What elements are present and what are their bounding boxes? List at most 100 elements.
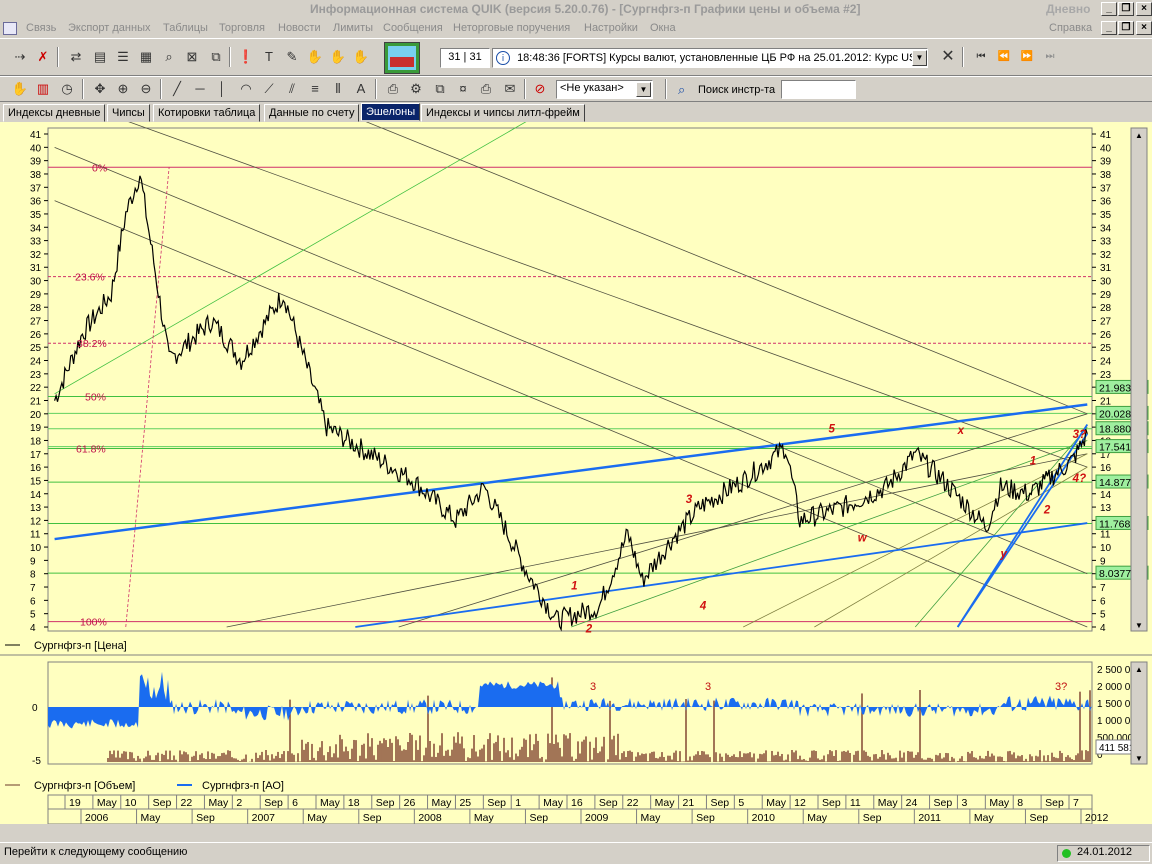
menu-messages[interactable]: Сообщения — [383, 22, 443, 34]
last-message-icon[interactable]: ⏭ — [1045, 51, 1055, 62]
search-input[interactable] — [781, 80, 856, 99]
y-tick-right: 36 — [1100, 197, 1112, 208]
chart-icon[interactable]: ▥ — [36, 81, 50, 96]
menu-trading[interactable]: Торговля — [219, 22, 265, 34]
volume-scrollbar[interactable] — [1130, 661, 1148, 765]
print-icon[interactable]: ⎙ — [480, 81, 492, 96]
close-button[interactable]: × — [1136, 2, 1152, 16]
prev-message-icon[interactable]: ⏪ — [997, 51, 1011, 62]
y-tick-left: 17 — [30, 450, 42, 461]
tab-echelons[interactable]: Эшелоны — [361, 103, 421, 121]
first-message-icon[interactable]: ⏮ — [976, 51, 986, 62]
mdi-restore-button[interactable]: ❐ — [1118, 21, 1134, 35]
edit-icon[interactable]: ✎ — [286, 49, 298, 64]
price-scrollbar[interactable] — [1130, 127, 1148, 632]
trend-line — [814, 466, 1088, 628]
print-chart-icon[interactable]: ⎙ — [387, 81, 399, 96]
menu-export[interactable]: Экспорт данных — [68, 22, 151, 34]
y-tick-left: 28 — [30, 303, 42, 314]
channel-icon[interactable]: ⫽ — [289, 81, 295, 96]
fib-label: 38.2% — [77, 338, 107, 350]
zoom-out-icon[interactable]: ⊖ — [140, 81, 152, 96]
menu-news[interactable]: Новости — [278, 22, 321, 34]
tab-chips[interactable]: Чипсы — [107, 104, 150, 122]
disconnect-icon[interactable]: ✗ — [37, 49, 49, 64]
delete-table-icon[interactable]: ⊠ — [186, 49, 198, 64]
money-icon[interactable]: ¤ — [459, 81, 467, 96]
y-tick-right: 32 — [1100, 250, 1112, 261]
close-news-icon[interactable]: ✕ — [941, 48, 955, 65]
order-entry-icon[interactable]: ⇄ — [70, 49, 82, 64]
clock-icon[interactable]: ◷ — [61, 81, 73, 96]
price-volume-chart[interactable]: 4567891011121314151617181920212223242526… — [0, 93, 1152, 825]
filter-icon[interactable]: ⊘ — [534, 81, 546, 96]
class-select-dropdown[interactable]: ▼ — [636, 82, 651, 97]
horizontal-line-icon[interactable]: ─ — [195, 81, 205, 96]
search-table-icon[interactable]: ⌕ — [165, 49, 173, 64]
mdi-minimize-button[interactable]: _ — [1101, 21, 1117, 35]
y-tick-right: 6 — [1100, 596, 1106, 607]
time-zones-icon[interactable]: ⦀ — [335, 81, 341, 96]
volume-scroll-up-icon[interactable]: ▲ — [1135, 665, 1143, 674]
tab-indexes-little-frame[interactable]: Индексы и чипсы литл-фрейм — [421, 104, 585, 122]
connect-icon[interactable]: ⇢ — [14, 49, 26, 64]
app-icon[interactable] — [3, 22, 17, 35]
tab-account-data[interactable]: Данные по счету — [264, 104, 360, 122]
trend-line — [54, 120, 529, 395]
tab-quotes-table[interactable]: Котировки таблица — [153, 104, 261, 122]
chart-settings-icon[interactable]: ⚙ — [410, 81, 422, 96]
minimize-button[interactable]: _ — [1101, 2, 1117, 16]
menu-limits[interactable]: Лимиты — [333, 22, 374, 34]
trend-line-icon[interactable]: ╱ — [173, 81, 181, 96]
cursor-hand-icon[interactable]: ✋ — [11, 81, 29, 96]
y-tick-left: 16 — [30, 463, 42, 474]
mdi-close-button[interactable]: × — [1136, 21, 1152, 35]
fan-icon[interactable]: ⟋ — [264, 81, 274, 96]
menu-windows[interactable]: Окна — [650, 22, 676, 34]
wave-label: 4 — [699, 601, 707, 613]
y-tick-left: 34 — [30, 223, 42, 234]
news-dropdown-button[interactable]: ▼ — [912, 50, 927, 66]
menu-connection[interactable]: Связь — [26, 22, 57, 34]
level-label: 8.03777 — [1099, 568, 1137, 580]
copy-icon[interactable]: ⧉ — [435, 81, 445, 96]
x-axis-year: 2009 — [585, 812, 609, 824]
menu-settings[interactable]: Настройки — [584, 22, 638, 34]
y-tick-left: 23 — [30, 370, 42, 381]
arc-icon[interactable]: ◠ — [240, 81, 252, 96]
menu-help[interactable]: Справка — [1049, 22, 1093, 34]
mail-icon[interactable]: ✉ — [504, 81, 516, 96]
scroll-down-icon[interactable]: ▼ — [1135, 621, 1143, 630]
table-icon[interactable]: ▤ — [93, 49, 107, 64]
wave-label: 3? — [1073, 429, 1086, 441]
portfolio-icon[interactable] — [384, 42, 420, 74]
move-icon[interactable]: ✥ — [94, 81, 106, 96]
tab-indexes-daily[interactable]: Индексы дневные — [3, 104, 106, 122]
crosshair-icon[interactable]: ⊕ — [117, 81, 129, 96]
chart-window[interactable]: 4 5 6 7 8 9 10 11 12 13 14 15 16 17 18 19 20 21 22 23 24 25 26… — [0, 93, 1152, 825]
info-icon[interactable]: ❗ — [237, 49, 255, 64]
fibonacci-icon[interactable]: ≡ — [311, 81, 319, 96]
menu-nontrading-orders[interactable]: Неторговые поручения — [453, 22, 571, 34]
vertical-line-icon[interactable]: │ — [217, 81, 227, 96]
y-tick-left: 18 — [30, 436, 42, 447]
scroll-up-icon[interactable]: ▲ — [1135, 131, 1143, 140]
next-message-icon[interactable]: ⏩ — [1020, 51, 1034, 62]
volume-scroll-down-icon[interactable]: ▼ — [1135, 754, 1143, 763]
hand-stop-icon[interactable]: ✋ — [352, 49, 370, 64]
hand-sell-icon[interactable]: ✋ — [329, 49, 347, 64]
y-tick-left: 26 — [30, 330, 42, 341]
text-label-icon[interactable]: A — [356, 81, 366, 96]
copy-table-icon[interactable]: ⧉ — [211, 49, 221, 64]
list-icon[interactable]: ☰ — [117, 49, 129, 64]
menu-tables[interactable]: Таблицы — [163, 22, 208, 34]
news-ticker[interactable]: ⅰ 18:48:36 [FORTS] Курсы валют, установл… — [492, 48, 928, 68]
volume-value: 411 581 — [1099, 743, 1135, 754]
y-tick-left: 35 — [30, 210, 42, 221]
restore-button[interactable]: ❐ — [1118, 2, 1134, 16]
class-select[interactable]: <Не указан> — [556, 80, 653, 99]
price-pane[interactable] — [47, 127, 1093, 632]
text-icon[interactable]: T — [265, 49, 273, 64]
hand-buy-icon[interactable]: ✋ — [306, 49, 324, 64]
graph-table-icon[interactable]: ▦ — [139, 49, 153, 64]
